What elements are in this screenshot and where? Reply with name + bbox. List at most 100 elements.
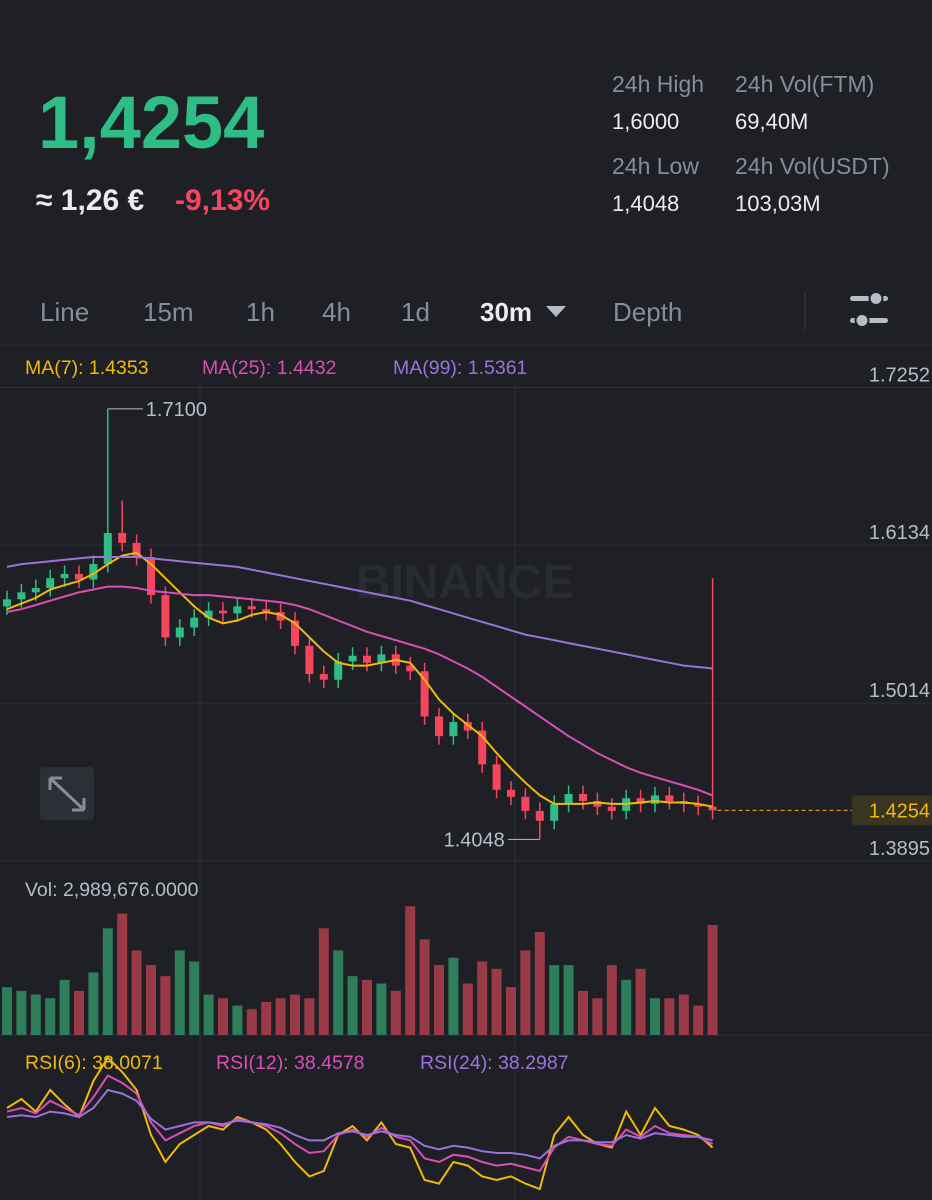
- volume-bar: [534, 932, 545, 1035]
- candle-body: [147, 557, 155, 596]
- tab[interactable]: 30m: [480, 297, 532, 327]
- volume-bar: [88, 972, 99, 1035]
- fiat-price: ≈ 1,26 €: [36, 184, 145, 217]
- volume-bar: [390, 990, 401, 1035]
- candle-body: [46, 578, 55, 589]
- volume-bar: [318, 928, 329, 1035]
- volume-bar: [376, 983, 387, 1035]
- volume-bar: [678, 994, 689, 1035]
- legend-entry: MA(25): 1.4432: [202, 357, 336, 379]
- candle-body: [103, 533, 112, 565]
- candle-body: [219, 610, 227, 614]
- candle-body: [247, 606, 256, 610]
- volume-bar: [635, 968, 646, 1035]
- candle-body: [535, 810, 544, 821]
- candle-body: [291, 620, 299, 646]
- candle-body: [132, 542, 141, 558]
- candle-body: [708, 806, 717, 811]
- candle-body: [507, 789, 515, 797]
- candle-body: [3, 599, 11, 607]
- candle-body: [521, 796, 530, 811]
- last-price: 1,4254: [38, 81, 264, 164]
- volume-bar: [405, 906, 416, 1035]
- candle-body: [204, 610, 213, 618]
- volume-bar: [606, 965, 617, 1035]
- last-price-tag: [852, 795, 932, 826]
- candle-body: [75, 573, 83, 580]
- candle-body: [579, 793, 587, 802]
- settings-icon[interactable]: [850, 291, 888, 328]
- candle-body: [319, 674, 328, 680]
- candle-body: [262, 609, 271, 613]
- y-tick-label: 1.5014: [869, 680, 930, 702]
- volume-bar: [419, 939, 430, 1035]
- legend-entry: RSI(24): 38.2987: [420, 1052, 569, 1074]
- candle-body: [233, 606, 242, 614]
- volume-title: Vol: 2,989,676.0000: [25, 879, 199, 901]
- candle-body: [463, 722, 472, 731]
- volume-bar: [333, 950, 344, 1035]
- candle-body: [636, 798, 645, 804]
- volume-bar: [477, 961, 488, 1035]
- volume-bar: [347, 976, 358, 1035]
- volume-bar: [592, 998, 603, 1035]
- candle-body: [694, 803, 703, 807]
- tab[interactable]: Line: [40, 297, 89, 327]
- tab[interactable]: 15m: [143, 297, 194, 327]
- tab[interactable]: 4h: [322, 297, 351, 327]
- max-label: 1.7100: [146, 399, 207, 421]
- volume-bar: [45, 998, 56, 1035]
- legend-entry: MA(99): 1.5361: [393, 357, 527, 379]
- y-tick-label: 1.6134: [869, 522, 930, 544]
- expand-button[interactable]: [40, 767, 94, 820]
- tab[interactable]: 1d: [401, 297, 430, 327]
- volume-bar: [491, 968, 502, 1035]
- expand-arrows: [48, 776, 86, 812]
- candle-body: [449, 722, 458, 737]
- volume-bar: [59, 979, 70, 1035]
- stat-value: 103,03M: [735, 191, 821, 216]
- slider-knob: [854, 313, 870, 328]
- volume-bar: [246, 1009, 257, 1035]
- tab[interactable]: Depth: [613, 297, 682, 327]
- y-tick-label: 1.3895: [869, 838, 930, 860]
- price-change: -9,13%: [175, 184, 270, 217]
- volume-bar: [707, 925, 718, 1035]
- y-tick-label: 1.7252: [869, 364, 930, 386]
- candle-body: [478, 730, 487, 765]
- volume-bar: [189, 961, 200, 1035]
- volume-bar: [434, 965, 444, 1035]
- volume-bar: [117, 913, 128, 1035]
- volume-bar: [693, 1005, 704, 1035]
- candle-body: [60, 573, 69, 579]
- volume-bar: [448, 957, 459, 1035]
- dropdown-arrow[interactable]: [546, 306, 566, 317]
- candle-body: [276, 612, 285, 621]
- watermark: BINANCE: [356, 556, 575, 609]
- candle-body: [420, 671, 429, 717]
- slider-knob: [868, 291, 884, 306]
- volume-bar: [160, 976, 171, 1035]
- candle-body: [17, 592, 26, 600]
- candle-body: [161, 595, 170, 638]
- candle-body: [564, 793, 573, 804]
- volume-bar: [578, 990, 588, 1035]
- candle-body: [406, 665, 415, 672]
- min-label: 1.4048: [444, 829, 505, 851]
- legend-entry: RSI(12): 38.4578: [216, 1052, 365, 1074]
- stat-label: 24h Vol(FTM): [735, 71, 874, 97]
- candle-body: [377, 654, 386, 663]
- tab[interactable]: 1h: [246, 297, 275, 327]
- candle-body: [593, 801, 602, 807]
- volume-bar: [664, 998, 675, 1035]
- candle-body: [363, 655, 371, 663]
- candle-body: [550, 803, 559, 821]
- candle-body: [31, 588, 40, 593]
- stat-value: 1,4048: [612, 191, 679, 216]
- plot: 1.7252 1.6134 1.5014 1.3895 BINANCE MA(7): 1.…: [0, 357, 932, 1191]
- stat-label: 24h Vol(USDT): [735, 153, 890, 179]
- volume-bar: [549, 965, 560, 1035]
- volume-bar: [621, 979, 632, 1035]
- candle-body: [190, 617, 199, 628]
- volume-bar: [218, 998, 228, 1035]
